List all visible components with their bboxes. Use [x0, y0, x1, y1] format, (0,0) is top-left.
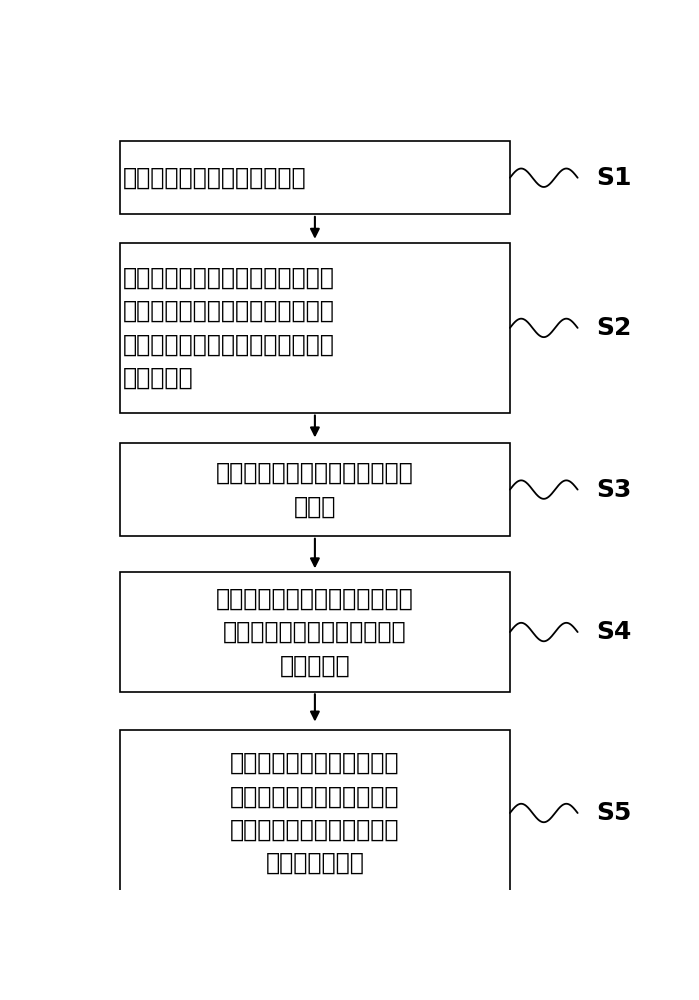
Text: S4: S4: [597, 620, 632, 644]
Text: S5: S5: [597, 801, 632, 825]
Bar: [120, 243, 510, 413]
Text: 测速模块将测得车速传递给车载
智能端: 测速模块将测得车速传递给车载 智能端: [216, 461, 414, 518]
Bar: [120, 443, 510, 536]
Text: 通过检测模块检测路面平整度: 通过检测模块检测路面平整度: [122, 166, 306, 190]
Text: S1: S1: [597, 166, 632, 190]
Text: S3: S3: [597, 478, 632, 502]
Text: 车载智能端通过信息处理模块处
理分析得到的数据，并计算出
合理的速度: 车载智能端通过信息处理模块处 理分析得到的数据，并计算出 合理的速度: [216, 587, 414, 678]
Bar: [120, 730, 510, 896]
Bar: [120, 572, 510, 692]
Text: 车载智能端计算得出数据，
控制车速模块调整车速，并
控制转向模块转向，使转向
不发生大的抖动: 车载智能端计算得出数据， 控制车速模块调整车速，并 控制转向模块转向，使转向 不…: [230, 751, 400, 875]
Bar: [120, 141, 510, 214]
Text: 信号转换模块把检测模块获得信号
转换成数字信号，发送到信息传递
模块，信息传递模块将信息传递给
车载智能端: 信号转换模块把检测模块获得信号 转换成数字信号，发送到信息传递 模块，信息传递模…: [122, 266, 334, 390]
Text: S2: S2: [597, 316, 632, 340]
